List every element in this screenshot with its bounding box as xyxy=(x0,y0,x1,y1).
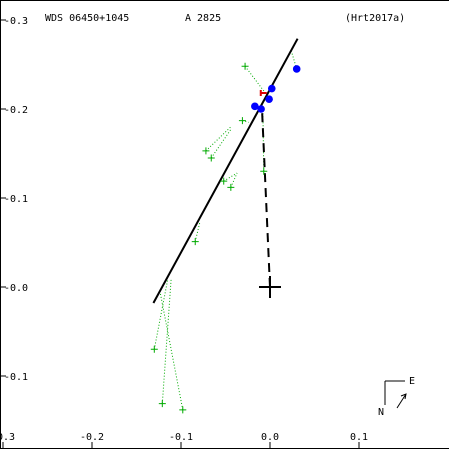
green-point-10 xyxy=(179,406,187,414)
residual-line-10 xyxy=(159,289,184,410)
compass-arrow-head xyxy=(400,393,407,400)
green-point-7 xyxy=(191,238,199,246)
orbit-line-group xyxy=(152,38,299,304)
green-point-6 xyxy=(260,167,268,175)
residual-line-1 xyxy=(242,120,249,123)
x-tick-label-0: -0.3 xyxy=(0,432,15,443)
blue-point-0 xyxy=(292,65,301,73)
green-point-8 xyxy=(150,345,158,353)
y-tick-label-4: -0.1 xyxy=(4,372,28,383)
blue-point-2 xyxy=(265,95,273,104)
axis-ticks xyxy=(0,19,360,448)
blue-point-4 xyxy=(257,105,265,113)
green-point-0 xyxy=(241,62,249,70)
x-tick-label-1: -0.2 xyxy=(80,432,104,443)
y-tick-label-1: -0.2 xyxy=(4,105,28,116)
header-name: A 2825 xyxy=(185,13,221,24)
node-line xyxy=(260,108,271,288)
compass-motion-arrow xyxy=(396,393,407,409)
x-tick-label-3: 0.0 xyxy=(261,432,279,443)
green-point-9 xyxy=(158,400,166,408)
blue-point-1 xyxy=(267,84,276,93)
residual-line-5 xyxy=(230,172,238,188)
y-tick-label-0: -0.3 xyxy=(4,16,28,27)
axis-tick-labels: -0.3 -0.2 -0.1 0.0 0.1 -0.3 -0.2 -0.1 -0.0 -0.1 xyxy=(0,16,368,443)
header-wds: WDS 06450+1045 xyxy=(45,13,129,24)
residual-line-0 xyxy=(244,65,266,93)
green-point-2 xyxy=(202,147,210,155)
green-point-1 xyxy=(238,117,246,125)
header-ref: (Hrt2017a) xyxy=(345,13,405,24)
orbit-line xyxy=(152,38,299,304)
primary-star-marker xyxy=(259,276,281,298)
green-observations xyxy=(150,62,268,414)
green-point-3 xyxy=(207,154,215,162)
residual-line-7 xyxy=(194,222,201,242)
y-tick-label-3: -0.0 xyxy=(4,283,28,294)
green-point-4 xyxy=(220,177,228,185)
residual-line-9 xyxy=(161,278,172,404)
red-point xyxy=(259,89,267,96)
blue-point-3 xyxy=(251,102,259,111)
compass-north-label: N xyxy=(378,407,384,418)
residual-line-6 xyxy=(262,110,265,172)
residual-line-4 xyxy=(223,172,238,182)
compass-east-label: E xyxy=(409,376,415,387)
x-tick-label-4: 0.1 xyxy=(350,432,368,443)
green-point-5 xyxy=(227,183,235,191)
y-tick-label-2: -0.1 xyxy=(4,194,28,205)
x-tick-label-2: -0.1 xyxy=(169,432,193,443)
residual-lines xyxy=(153,51,298,410)
primary-cross xyxy=(259,276,281,298)
compass: E N xyxy=(378,376,415,418)
residual-line-3 xyxy=(210,129,232,159)
blue-observations xyxy=(251,65,301,113)
red-observation-group xyxy=(259,89,267,96)
